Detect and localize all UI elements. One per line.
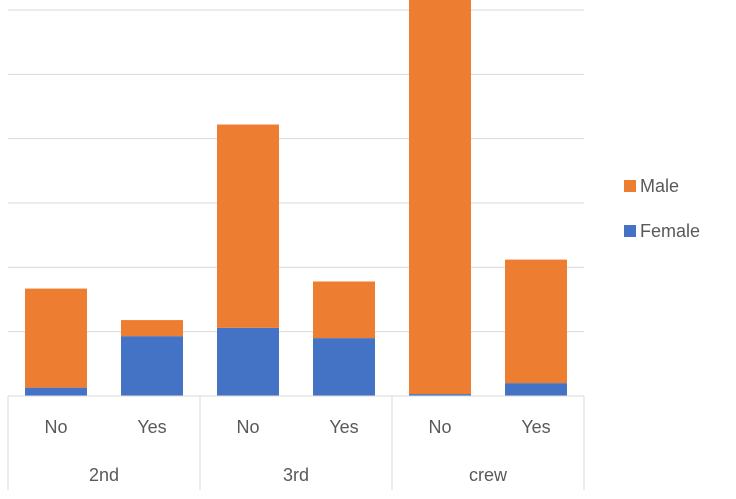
bar-male [217,124,279,328]
bar-male [409,0,471,395]
bar-female [121,336,183,396]
legend-swatch-male [624,180,636,192]
category-label: No [44,417,67,437]
x-axis [7,395,585,490]
category-label: Yes [137,417,166,437]
bar-female [313,338,375,396]
x-axis-labels: No Yes No Yes No Yes 2nd 3rd crew [44,417,550,485]
bar-male [121,320,183,337]
bar-male [25,288,87,388]
bar-female [505,383,567,396]
bars [25,0,567,396]
group-label: 3rd [283,465,309,485]
legend-label-female: Female [640,220,701,241]
legend-label-male: Male [640,175,680,196]
category-label: No [236,417,259,437]
bar-female [25,387,87,396]
bar-male [313,281,375,339]
legend-item-male: Male [624,174,700,198]
group-label: 2nd [89,465,119,485]
bar-male [505,259,567,384]
legend-item-female: Female [624,219,700,243]
bar-female [217,327,279,396]
legend: Male Female [624,174,700,264]
category-label: Yes [329,417,358,437]
category-label: No [428,417,451,437]
category-label: Yes [521,417,550,437]
gridlines [8,9,584,333]
group-label: crew [469,465,508,485]
bar-female [409,394,471,396]
legend-swatch-female [624,225,636,237]
